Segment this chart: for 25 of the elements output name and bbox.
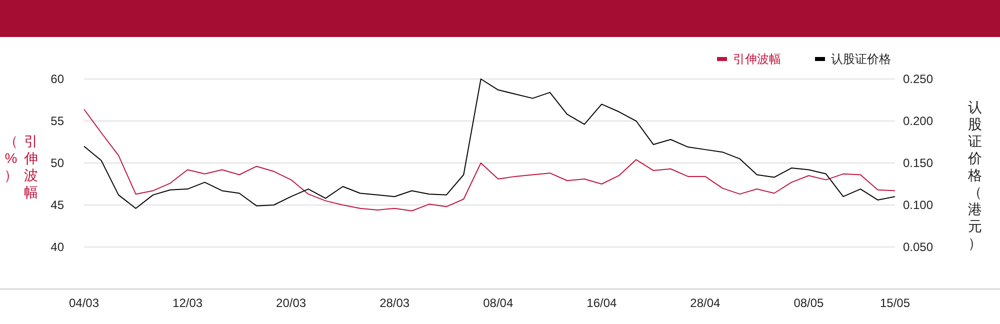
x-tick-label: 28/03 <box>380 296 410 310</box>
x-tick-label: 16/04 <box>586 296 617 310</box>
x-tick-label: 15/05 <box>880 296 910 310</box>
line-series <box>84 78 896 209</box>
y-tick-label: 50 <box>50 156 64 170</box>
x-tick-label: 04/03 <box>68 296 100 310</box>
x-tick-label: 20/03 <box>276 296 306 310</box>
text: 认股证价格（港元） <box>968 99 982 251</box>
y-tick-label: 40 <box>50 240 64 254</box>
y-tick-label: 45 <box>50 198 64 212</box>
x-tick-label: 08/05 <box>794 296 824 310</box>
legend-label: 引伸波幅 <box>733 52 781 66</box>
line-series <box>84 108 896 212</box>
y2-tick-label: 0.250 <box>903 72 934 86</box>
legend-label: 认股证价格 <box>831 52 891 66</box>
y2-tick-label: 0.050 <box>903 240 934 254</box>
y-tick-label: 60 <box>50 72 64 86</box>
y-tick-label: 55 <box>50 114 64 128</box>
y2-tick-label: 0.150 <box>903 156 934 170</box>
x-tick-label: 28/04 <box>690 296 721 310</box>
x-tick-label: 08/04 <box>483 296 514 310</box>
y2-tick-label: 0.100 <box>903 198 934 212</box>
y2-tick-label: 0.200 <box>903 114 934 128</box>
x-tick-label: 12/03 <box>172 296 203 310</box>
text: 引伸波幅（%） <box>4 133 38 200</box>
